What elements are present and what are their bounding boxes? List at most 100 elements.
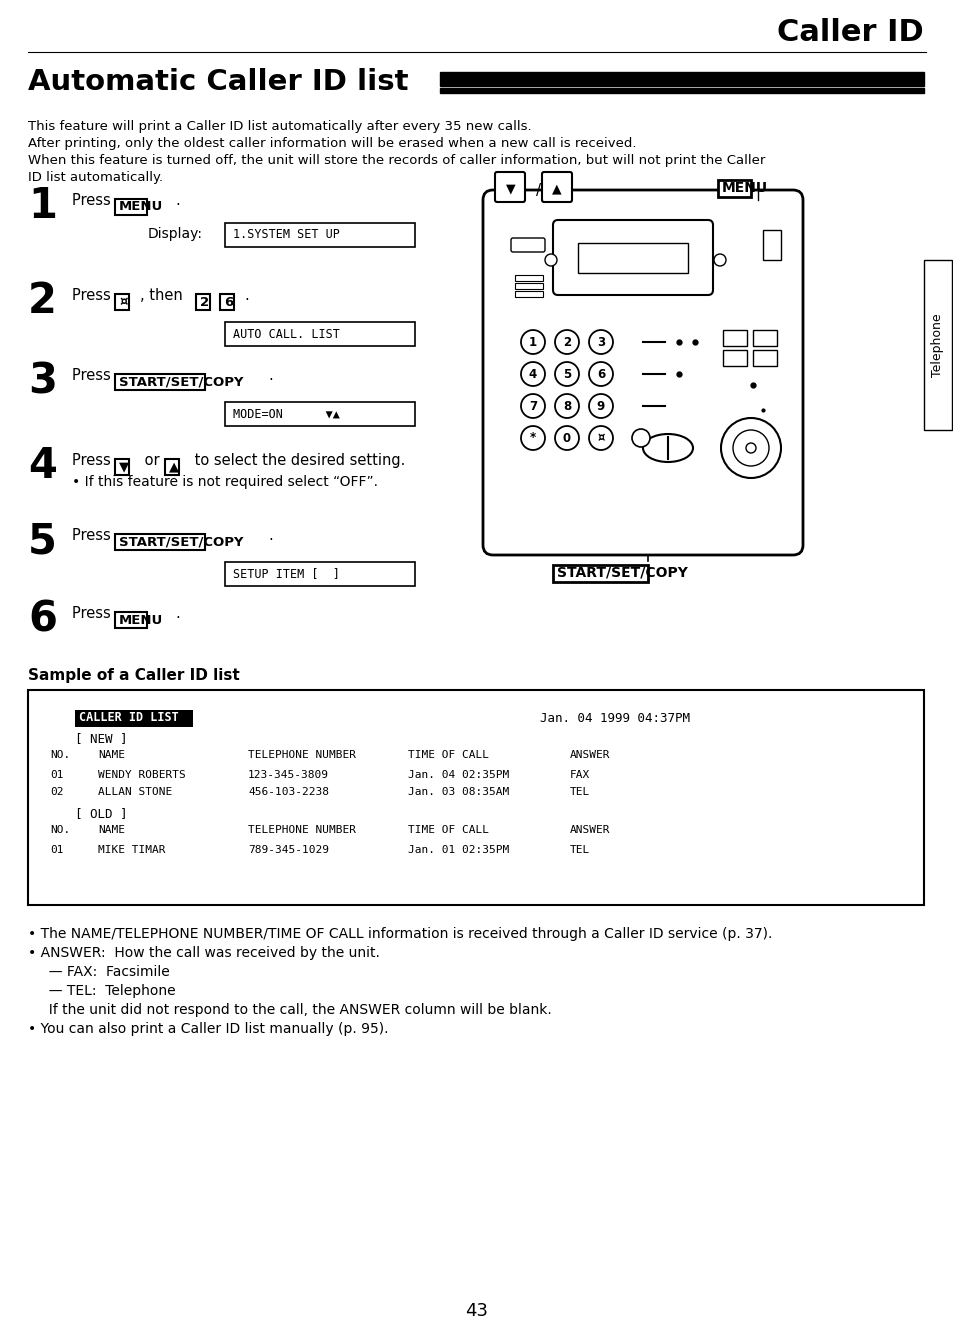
Text: ALLAN STONE: ALLAN STONE bbox=[98, 787, 172, 798]
Text: START/SET/COPY: START/SET/COPY bbox=[119, 376, 243, 389]
Text: 0: 0 bbox=[562, 431, 571, 445]
Bar bbox=[220, 293, 233, 311]
Bar bbox=[762, 230, 781, 260]
Text: Jan. 04 1999 04:37PM: Jan. 04 1999 04:37PM bbox=[539, 713, 689, 725]
Text: — TEL:  Telephone: — TEL: Telephone bbox=[40, 985, 175, 998]
Bar bbox=[439, 72, 923, 86]
Text: WENDY ROBERTS: WENDY ROBERTS bbox=[98, 770, 186, 780]
Text: — FAX:  Facsimile: — FAX: Facsimile bbox=[40, 965, 170, 979]
Text: MENU: MENU bbox=[119, 200, 163, 214]
Circle shape bbox=[745, 443, 755, 453]
Text: 1: 1 bbox=[28, 184, 57, 227]
Circle shape bbox=[631, 429, 649, 447]
Text: 2: 2 bbox=[562, 336, 571, 349]
FancyBboxPatch shape bbox=[541, 173, 572, 202]
Text: Press: Press bbox=[71, 453, 115, 468]
Text: 1.SYSTEM SET UP: 1.SYSTEM SET UP bbox=[233, 228, 339, 242]
Text: 6: 6 bbox=[224, 296, 233, 308]
Circle shape bbox=[520, 394, 544, 418]
Text: TIME OF CALL: TIME OF CALL bbox=[408, 750, 489, 760]
Text: TEL: TEL bbox=[569, 845, 590, 855]
Text: 02: 02 bbox=[50, 787, 64, 798]
Text: NAME: NAME bbox=[98, 825, 125, 835]
Text: 5: 5 bbox=[562, 368, 571, 381]
Bar bbox=[225, 402, 415, 426]
Text: Press: Press bbox=[71, 288, 115, 303]
Text: , then: , then bbox=[140, 288, 187, 303]
Circle shape bbox=[555, 362, 578, 386]
Text: 9: 9 bbox=[597, 399, 604, 413]
Bar bbox=[115, 533, 205, 551]
Bar bbox=[515, 283, 542, 289]
Text: 789-345-1029: 789-345-1029 bbox=[248, 845, 329, 855]
Bar bbox=[515, 275, 542, 281]
FancyBboxPatch shape bbox=[482, 190, 802, 555]
Text: • ANSWER:  How the call was received by the unit.: • ANSWER: How the call was received by t… bbox=[28, 946, 379, 959]
Text: TELEPHONE NUMBER: TELEPHONE NUMBER bbox=[248, 750, 355, 760]
Text: NO.: NO. bbox=[50, 825, 71, 835]
Bar bbox=[718, 179, 750, 196]
Bar bbox=[225, 563, 415, 587]
Text: 2: 2 bbox=[28, 280, 57, 322]
Ellipse shape bbox=[642, 434, 692, 462]
Text: TELEPHONE NUMBER: TELEPHONE NUMBER bbox=[248, 825, 355, 835]
Text: ID list automatically.: ID list automatically. bbox=[28, 171, 163, 184]
Text: TEL: TEL bbox=[569, 787, 590, 798]
Circle shape bbox=[588, 362, 613, 386]
Circle shape bbox=[544, 253, 557, 265]
Bar bbox=[722, 350, 746, 366]
Text: Automatic Caller ID list: Automatic Caller ID list bbox=[28, 68, 408, 96]
Text: 6: 6 bbox=[28, 598, 57, 640]
Bar bbox=[578, 243, 687, 273]
Circle shape bbox=[588, 330, 613, 354]
Text: 1: 1 bbox=[528, 336, 537, 349]
Text: Telephone: Telephone bbox=[930, 313, 943, 377]
Text: 7: 7 bbox=[528, 399, 537, 413]
Text: • You can also print a Caller ID list manually (p. 95).: • You can also print a Caller ID list ma… bbox=[28, 1022, 388, 1036]
Circle shape bbox=[555, 394, 578, 418]
Text: Display:: Display: bbox=[148, 227, 203, 242]
Text: 456-103-2238: 456-103-2238 bbox=[248, 787, 329, 798]
Text: .: . bbox=[174, 606, 179, 621]
Text: • The NAME/TELEPHONE NUMBER/TIME OF CALL information is received through a Calle: • The NAME/TELEPHONE NUMBER/TIME OF CALL… bbox=[28, 928, 772, 941]
Circle shape bbox=[588, 394, 613, 418]
Bar bbox=[515, 291, 542, 297]
Bar bbox=[553, 564, 647, 581]
Text: FAX: FAX bbox=[569, 770, 590, 780]
FancyBboxPatch shape bbox=[511, 238, 544, 252]
Text: .: . bbox=[244, 288, 249, 303]
Text: Jan. 01 02:35PM: Jan. 01 02:35PM bbox=[408, 845, 509, 855]
Text: 3: 3 bbox=[597, 336, 604, 349]
Text: When this feature is turned off, the unit will store the records of caller infor: When this feature is turned off, the uni… bbox=[28, 154, 764, 167]
Text: Jan. 03 08:35AM: Jan. 03 08:35AM bbox=[408, 787, 509, 798]
Bar bbox=[722, 330, 746, 346]
Text: MENU: MENU bbox=[119, 613, 163, 626]
Text: 01: 01 bbox=[50, 770, 64, 780]
Bar bbox=[195, 293, 210, 311]
Text: Sample of a Caller ID list: Sample of a Caller ID list bbox=[28, 667, 239, 683]
Text: After printing, only the oldest caller information will be erased when a new cal: After printing, only the oldest caller i… bbox=[28, 137, 636, 150]
Circle shape bbox=[588, 426, 613, 450]
FancyBboxPatch shape bbox=[495, 173, 524, 202]
FancyBboxPatch shape bbox=[553, 220, 712, 295]
Circle shape bbox=[713, 253, 725, 265]
Text: AUTO CALL. LIST: AUTO CALL. LIST bbox=[233, 328, 339, 341]
Bar bbox=[115, 459, 129, 475]
Text: 01: 01 bbox=[50, 845, 64, 855]
Circle shape bbox=[555, 426, 578, 450]
Bar bbox=[225, 223, 415, 247]
Text: MODE=ON      ▼▲: MODE=ON ▼▲ bbox=[233, 407, 339, 421]
Text: to select the desired setting.: to select the desired setting. bbox=[190, 453, 405, 468]
Text: ▲: ▲ bbox=[169, 460, 179, 474]
Bar bbox=[115, 612, 147, 628]
Text: START/SET/COPY: START/SET/COPY bbox=[119, 536, 243, 548]
Text: START/SET/COPY: START/SET/COPY bbox=[557, 567, 687, 580]
Circle shape bbox=[555, 330, 578, 354]
Text: [ OLD ]: [ OLD ] bbox=[75, 807, 128, 820]
Text: MENU: MENU bbox=[721, 180, 767, 195]
Text: Press: Press bbox=[71, 528, 115, 543]
Text: CALLER ID LIST: CALLER ID LIST bbox=[79, 711, 178, 725]
Text: /: / bbox=[536, 183, 541, 198]
Text: ▼: ▼ bbox=[119, 460, 129, 474]
Text: [ NEW ]: [ NEW ] bbox=[75, 733, 128, 744]
